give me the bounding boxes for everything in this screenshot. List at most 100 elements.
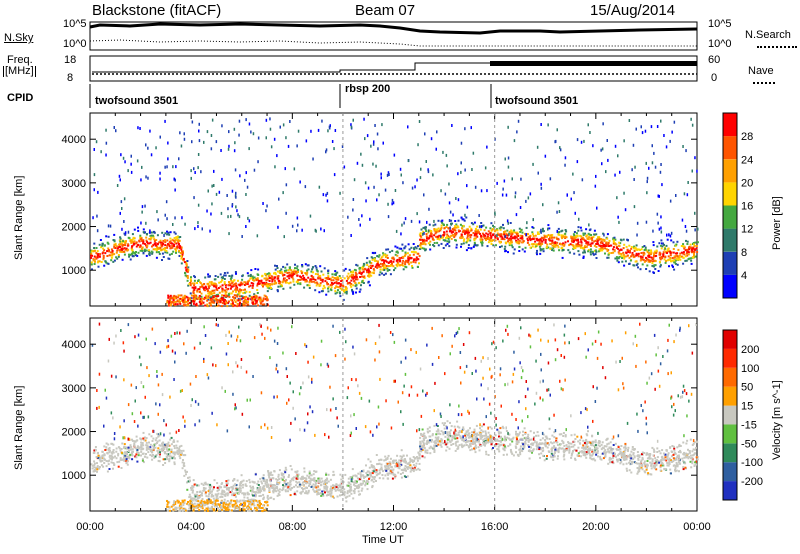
echo-cell <box>170 443 173 446</box>
echo-cell <box>383 262 385 265</box>
echo-cell <box>619 248 622 251</box>
echo-cell <box>347 272 350 275</box>
echo-cell <box>402 255 404 258</box>
echo-cell <box>487 241 490 244</box>
echo-cell <box>315 266 318 269</box>
echo-cell <box>384 256 387 258</box>
echo-cell <box>522 240 525 243</box>
echo-cell <box>359 288 362 291</box>
echo-cell <box>628 469 631 472</box>
echo-cell <box>150 250 153 253</box>
echo-cell <box>478 442 481 445</box>
echo-cell <box>397 466 400 469</box>
echo-cell <box>286 263 289 266</box>
echo-cell <box>198 295 201 297</box>
echo-cell <box>552 247 555 250</box>
echo-cell <box>645 268 648 270</box>
echo-cell <box>453 227 456 229</box>
echo-cell <box>691 123 694 127</box>
echo-cell <box>619 238 622 241</box>
echo-cell <box>234 141 236 145</box>
echo-cell <box>153 230 155 233</box>
echo-cell <box>466 228 469 231</box>
echo-cell <box>644 129 647 133</box>
echo-cell <box>97 190 99 194</box>
echo-cell <box>95 257 98 260</box>
echo-cell <box>672 251 675 254</box>
echo-cell <box>563 453 566 456</box>
echo-cell <box>541 237 544 240</box>
echo-cell <box>327 286 330 289</box>
echo-cell <box>436 235 439 238</box>
echo-cell <box>186 275 189 278</box>
echo-cell <box>186 276 189 279</box>
echo-cell <box>162 446 165 449</box>
echo-cell <box>301 490 304 493</box>
echo-cell <box>545 457 548 460</box>
echo-cell <box>518 227 521 230</box>
echo-cell <box>245 480 248 483</box>
echo-cell <box>407 243 410 246</box>
echo-cell <box>311 268 314 271</box>
echo-cell <box>395 229 398 233</box>
echo-cell <box>628 256 631 259</box>
echo-cell <box>221 491 224 494</box>
echo-cell <box>128 253 130 256</box>
echo-cell <box>577 229 580 232</box>
echo-cell <box>548 438 551 440</box>
echo-cell <box>437 429 440 432</box>
echo-cell <box>210 300 213 303</box>
echo-cell <box>223 281 226 284</box>
echo-cell <box>485 239 487 241</box>
echo-cell <box>193 196 195 200</box>
echo-cell <box>126 249 129 252</box>
echo-cell <box>676 240 679 243</box>
echo-cell <box>680 251 683 254</box>
echo-cell <box>230 279 233 282</box>
echo-cell <box>615 455 617 458</box>
echo-cell <box>90 261 93 264</box>
echo-cell <box>361 268 364 271</box>
echo-cell <box>675 243 678 246</box>
echo-cell <box>365 199 367 203</box>
echo-cell <box>622 255 625 258</box>
echo-cell <box>158 241 161 244</box>
echo-cell <box>519 453 522 456</box>
echo-cell <box>176 239 179 242</box>
echo-cell <box>283 235 285 239</box>
echo-cell <box>567 249 570 252</box>
echo-cell <box>155 146 157 150</box>
echo-cell <box>695 440 698 443</box>
echo-cell <box>565 449 568 452</box>
echo-cell <box>389 265 392 267</box>
echo-cell <box>213 278 216 281</box>
echo-cell <box>350 125 353 129</box>
echo-cell <box>659 466 662 469</box>
echo-cell <box>586 243 589 246</box>
echo-cell <box>262 202 264 205</box>
echo-cell <box>404 261 407 264</box>
echo-cell <box>671 259 674 262</box>
echo-cell <box>209 229 211 233</box>
echo-cell <box>537 233 539 235</box>
echo-cell <box>635 254 638 257</box>
echo-cell <box>684 462 687 465</box>
echo-cell <box>580 140 583 144</box>
echo-cell <box>271 484 274 486</box>
echo-cell <box>285 478 287 481</box>
echo-cell <box>673 255 676 258</box>
echo-cell <box>255 278 258 281</box>
echo-cell <box>636 253 639 256</box>
echo-cell <box>647 249 650 252</box>
echo-cell <box>337 277 340 280</box>
echo-cell <box>605 170 607 174</box>
echo-cell <box>180 257 183 260</box>
echo-cell <box>145 254 148 257</box>
echo-cell <box>339 292 341 295</box>
echo-cell <box>173 177 175 181</box>
echo-cell <box>576 245 578 248</box>
echo-cell <box>292 273 295 275</box>
echo-cell <box>521 238 524 241</box>
echo-cell <box>271 275 274 278</box>
echo-cell <box>397 471 400 474</box>
